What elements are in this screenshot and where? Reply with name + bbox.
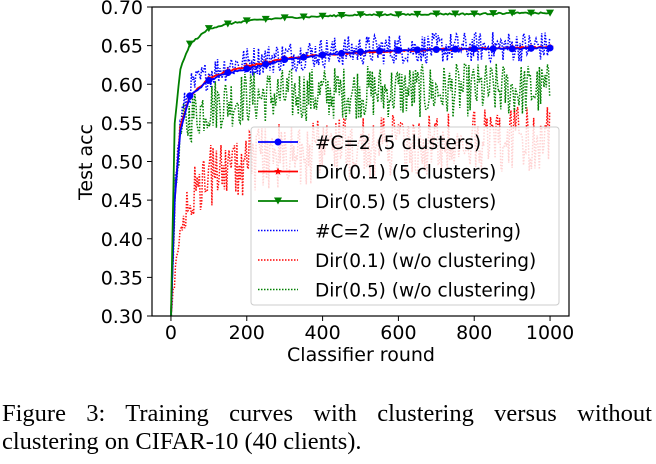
series-marker [375,11,384,19]
series-marker [546,9,555,17]
legend-box [250,126,560,306]
axes: 0.30 0.35 0.40 0.45 0.50 0.55 0.60 0.65 0.70 0 200… [101,0,575,344]
series-marker [186,92,194,100]
series-marker [243,65,251,73]
y-tick-label: 0.65 [101,36,143,58]
series-marker [375,47,383,55]
series-marker [338,49,346,57]
legend-label: Dir(0.1) (w/o clustering) [315,251,536,272]
legend-label: Dir(0.5) (w/o clustering) [315,281,536,302]
series-marker [432,45,440,53]
series-marker [527,9,536,17]
y-tick-label: 0.35 [101,267,143,289]
series-marker [432,10,441,18]
series-marker [262,60,270,68]
series-marker [318,12,327,20]
figure-caption: Figure 3: Training curves with clusterin… [2,400,652,456]
series-marker [224,69,232,77]
series-marker [489,10,498,18]
legend-label: #C=2 (w/o clustering) [315,222,521,243]
legend-marker [274,167,282,175]
legend: #C=2 (5 clusters) Dir(0.1) (5 clusters) Di… [250,126,560,306]
series-marker [413,10,422,18]
series-marker [337,11,346,19]
y-tick-label: 0.30 [101,306,143,328]
y-tick-label: 0.45 [101,190,143,212]
series-marker [508,45,516,53]
x-tick-label: 800 [456,322,492,344]
y-tick-label: 0.40 [101,229,143,251]
series-marker [204,25,213,33]
y-tick-label: 0.50 [101,152,143,174]
legend-marker [274,138,282,146]
y-tick-label: 0.60 [101,74,143,96]
series-marker [223,20,232,28]
series-marker [451,10,460,18]
y-axis-label: Test acc [75,124,97,201]
x-axis-label: Classifier round [287,344,435,366]
series-marker [205,76,213,84]
series-marker [394,46,402,54]
plot-area [170,9,555,316]
series-marker [546,44,554,52]
x-tick-label: 0 [165,322,177,344]
series-marker [299,13,308,21]
legend-marker [274,197,282,205]
series-marker [185,40,194,48]
x-tick-label: 1000 [526,322,574,344]
series-line [170,61,551,316]
series-marker [319,51,327,59]
series-marker [489,45,497,53]
series-marker [470,45,478,53]
x-tick-label: 600 [380,322,416,344]
caption-line-2: clustering on CIFAR-10 (40 clients). [2,428,362,455]
series-marker [280,14,289,22]
series-marker [451,45,459,53]
chart: 0.30 0.35 0.40 0.45 0.50 0.55 0.60 0.65 0.70 0 200… [75,0,575,366]
series-marker [261,15,270,23]
series-marker [242,17,251,25]
caption-line-1: Figure 3: Training curves with clusterin… [2,400,652,427]
series-marker [281,56,289,64]
legend-label: #C=2 (5 clusters) [315,133,481,154]
series-marker [394,11,403,19]
y-tick-label: 0.55 [101,113,143,135]
series-marker [357,48,364,56]
y-tick-label: 0.70 [101,0,143,19]
x-tick-label: 200 [229,322,265,344]
legend-label: Dir(0.5) (5 clusters) [315,192,496,213]
series-marker [470,10,479,18]
legend-label: Dir(0.1) (5 clusters) [315,163,496,184]
plot-lines [170,9,555,316]
series-marker [508,9,517,17]
x-tick-label: 400 [304,322,340,344]
series-marker [300,53,308,61]
series-marker [413,46,421,54]
series-marker [356,11,365,19]
series-marker [527,44,535,52]
